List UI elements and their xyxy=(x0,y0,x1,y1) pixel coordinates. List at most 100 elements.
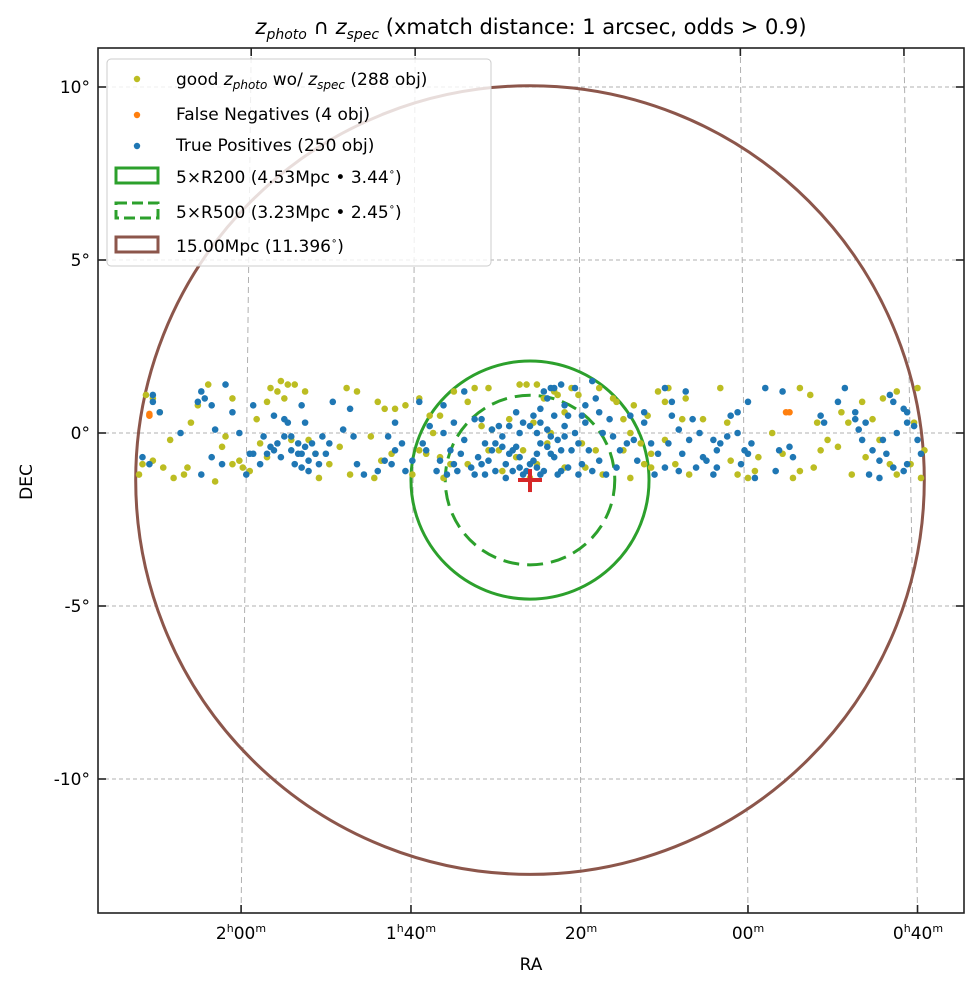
data-point xyxy=(516,464,523,471)
data-point xyxy=(817,412,824,420)
data-point xyxy=(578,460,586,468)
data-point xyxy=(391,447,399,454)
legend-label-r500: 5×R500 (3.23Mpc • 2.45∘) xyxy=(176,202,402,223)
data-point xyxy=(651,471,658,478)
data-point xyxy=(685,436,693,444)
data-point xyxy=(595,408,603,416)
data-point xyxy=(218,460,226,468)
legend-label-r200: 5×R200 (4.53Mpc • 3.44∘) xyxy=(176,167,402,188)
data-point xyxy=(813,419,821,426)
data-point xyxy=(862,419,869,426)
data-point xyxy=(305,467,312,475)
data-point xyxy=(429,429,437,437)
data-point xyxy=(903,419,911,426)
data-point xyxy=(440,429,447,437)
legend-label-false-negatives: False Negatives (4 obj) xyxy=(176,105,370,125)
data-point xyxy=(298,464,305,471)
ra-grid-line xyxy=(739,47,749,914)
data-point xyxy=(499,443,506,451)
legend-marker-15mpc xyxy=(114,235,160,254)
data-point xyxy=(260,433,267,440)
data-point xyxy=(751,474,759,482)
data-point xyxy=(796,467,804,475)
data-point xyxy=(512,443,520,451)
data-point xyxy=(717,384,724,392)
data-point xyxy=(582,402,589,409)
data-point xyxy=(409,457,416,464)
data-point xyxy=(516,381,523,388)
data-point xyxy=(582,419,589,426)
data-point xyxy=(281,433,288,440)
data-point xyxy=(346,471,354,478)
data-point xyxy=(675,426,683,433)
data-point xyxy=(578,412,586,420)
data-point xyxy=(492,440,499,447)
data-point xyxy=(211,426,219,433)
data-point xyxy=(454,467,461,475)
data-point xyxy=(540,388,548,395)
data-point xyxy=(786,408,793,416)
data-point xyxy=(499,433,506,440)
data-point xyxy=(298,402,305,409)
legend-entry-false-negatives: False Negatives (4 obj) xyxy=(133,105,370,125)
data-point xyxy=(537,405,544,413)
data-point xyxy=(478,422,485,430)
data-point xyxy=(703,457,710,464)
data-point xyxy=(249,450,257,458)
data-point xyxy=(204,381,212,388)
data-point xyxy=(426,422,433,430)
data-point xyxy=(900,467,907,475)
data-point xyxy=(222,381,229,388)
data-point xyxy=(675,467,683,475)
data-point xyxy=(426,412,433,420)
data-point xyxy=(568,447,575,454)
data-point xyxy=(855,426,862,433)
data-point xyxy=(274,440,281,447)
data-point xyxy=(177,429,184,437)
data-point xyxy=(467,464,475,471)
data-point xyxy=(270,412,278,420)
data-point xyxy=(592,395,600,402)
data-point xyxy=(505,422,513,430)
data-point xyxy=(353,388,361,395)
data-point xyxy=(301,443,309,451)
data-point xyxy=(668,412,676,420)
data-point xyxy=(315,460,323,468)
data-point xyxy=(893,471,901,478)
data-point xyxy=(353,460,361,468)
data-point xyxy=(727,412,734,420)
data-point xyxy=(229,408,236,416)
data-point xyxy=(159,464,167,471)
data-point xyxy=(326,460,333,468)
data-point xyxy=(156,408,164,416)
data-point xyxy=(239,464,247,471)
data-point xyxy=(588,467,596,475)
data-point xyxy=(561,433,568,440)
data-point xyxy=(550,453,558,461)
title-photo-subscript: photo xyxy=(265,27,306,43)
data-point xyxy=(602,471,610,478)
data-point xyxy=(229,460,236,468)
data-point xyxy=(502,474,510,482)
data-point xyxy=(789,474,797,482)
legend-marker-good-zphoto xyxy=(133,75,141,83)
data-point xyxy=(665,440,672,447)
grid-lines xyxy=(98,47,964,914)
data-point xyxy=(488,426,496,433)
data-point xyxy=(149,398,157,406)
data-point xyxy=(734,408,741,416)
ra-grid-line xyxy=(903,47,919,914)
data-point xyxy=(637,440,645,447)
legend-label-good-zphoto: good zphoto wo/ zspec (288 obj) xyxy=(176,70,427,92)
data-point xyxy=(640,408,648,416)
data-point xyxy=(630,436,638,444)
data-point xyxy=(564,412,572,420)
data-point xyxy=(464,398,472,406)
data-point xyxy=(208,402,215,409)
data-point xyxy=(305,457,312,464)
data-point xyxy=(287,447,295,454)
data-point xyxy=(883,450,890,458)
data-point xyxy=(433,467,440,475)
data-point xyxy=(806,391,814,399)
